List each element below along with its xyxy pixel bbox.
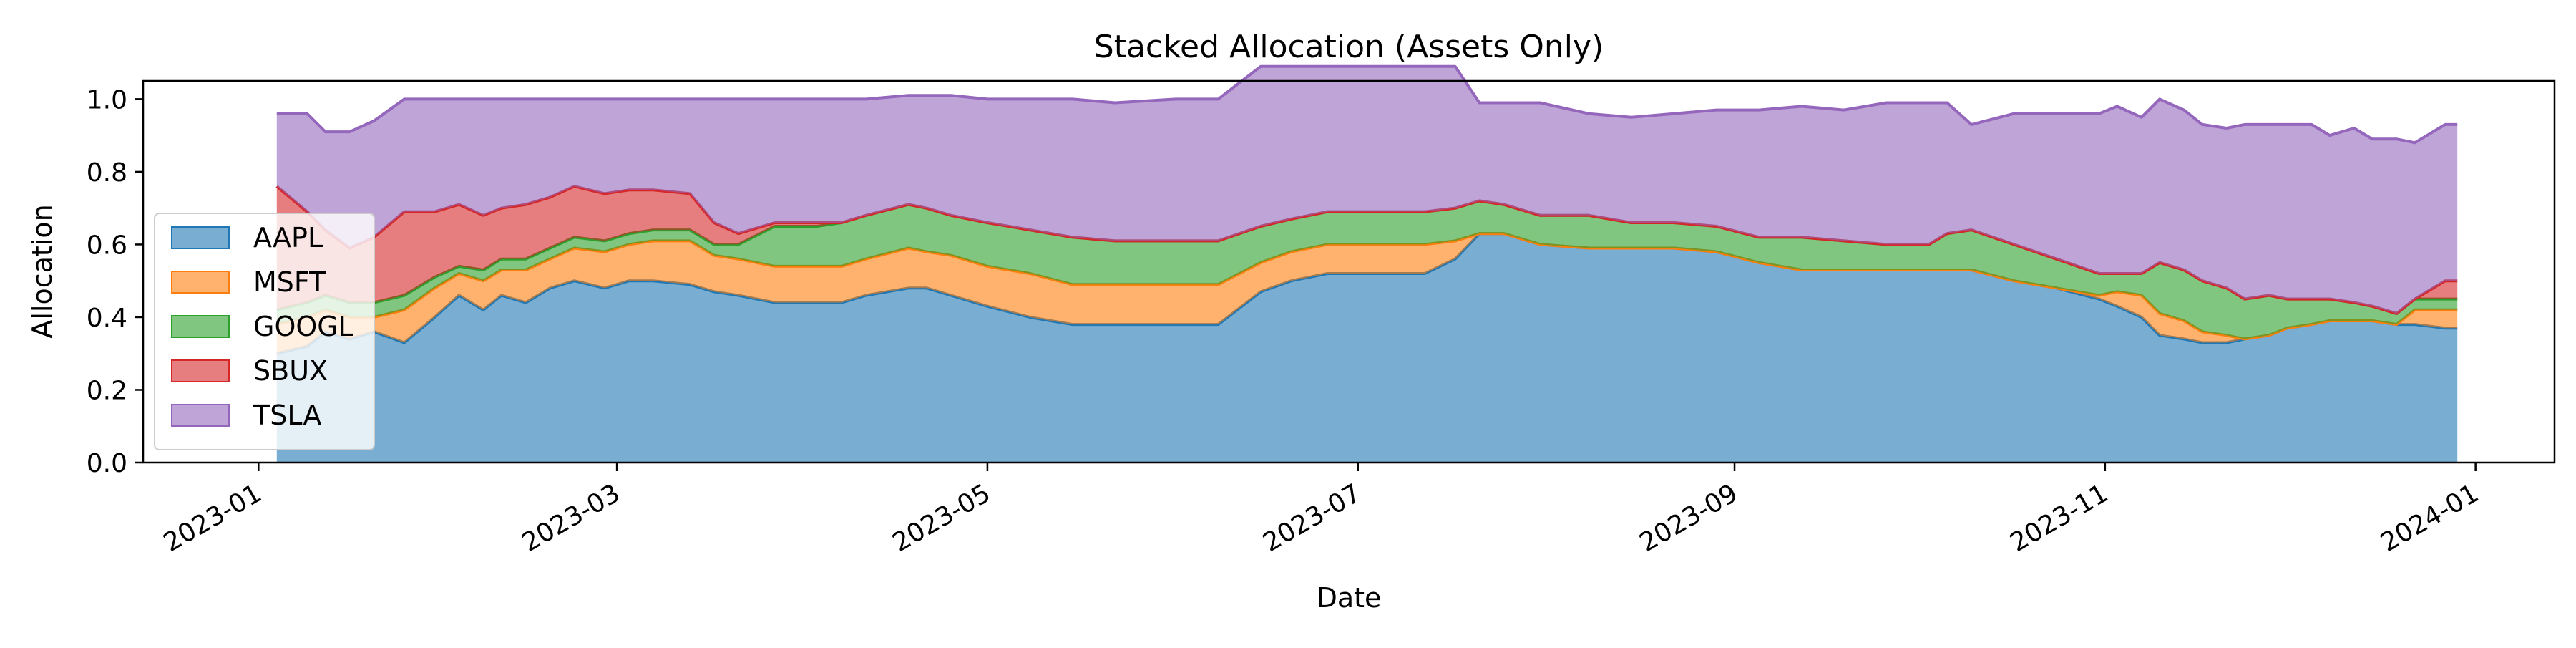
y-tick-label: 1.0	[87, 85, 127, 115]
legend-label-tsla: TSLA	[253, 400, 321, 431]
plot-frame	[142, 79, 2556, 464]
area-msft	[276, 233, 2458, 354]
x-tick-label: 2023-01	[159, 478, 267, 558]
chart-title: Stacked Allocation (Assets Only)	[1094, 29, 1604, 65]
legend-label-msft: MSFT	[253, 266, 326, 298]
x-tick-label: 2024-01	[2376, 478, 2484, 558]
legend-label-googl: GOOGL	[253, 311, 353, 342]
line-tsla	[276, 64, 2458, 145]
area-tsla	[276, 66, 2458, 314]
x-tick-label: 2023-03	[517, 478, 625, 558]
area-googl	[276, 200, 2458, 339]
x-tick-label: 2023-11	[2005, 478, 2113, 558]
y-tick-label: 0.4	[87, 304, 127, 333]
legend-swatch-googl	[171, 315, 230, 338]
legend-swatch-tsla	[171, 404, 230, 427]
x-tick-label: 2023-09	[1635, 478, 1743, 558]
x-axis: 2023-01 2023-03 2023-05 2023-07 2023-09 2023-…	[159, 463, 2484, 558]
area-aapl	[276, 233, 2458, 463]
y-tick-label: 0.0	[87, 449, 127, 478]
legend-swatch-msft	[171, 271, 230, 294]
x-tick-label: 2023-05	[887, 478, 995, 558]
y-tick-label: 0.8	[87, 158, 127, 188]
y-tick-label: 0.6	[87, 231, 127, 260]
y-axis-label: Allocation	[26, 204, 58, 338]
area-layers	[275, 64, 2458, 463]
x-tick-label: 2023-07	[1258, 478, 1366, 558]
x-axis-label: Date	[1317, 582, 1382, 614]
y-tick-label: 0.2	[87, 376, 127, 405]
legend-swatch-sbux	[171, 359, 230, 382]
legend: AAPL MSFT GOOGL SBUX TSLA	[154, 213, 375, 450]
legend-label-aapl: AAPL	[253, 222, 323, 253]
legend-swatch-aapl	[171, 226, 230, 249]
legend-label-sbux: SBUX	[253, 355, 328, 387]
y-axis: 0.0 0.2 0.4 0.6 0.8 1.0	[87, 85, 143, 478]
